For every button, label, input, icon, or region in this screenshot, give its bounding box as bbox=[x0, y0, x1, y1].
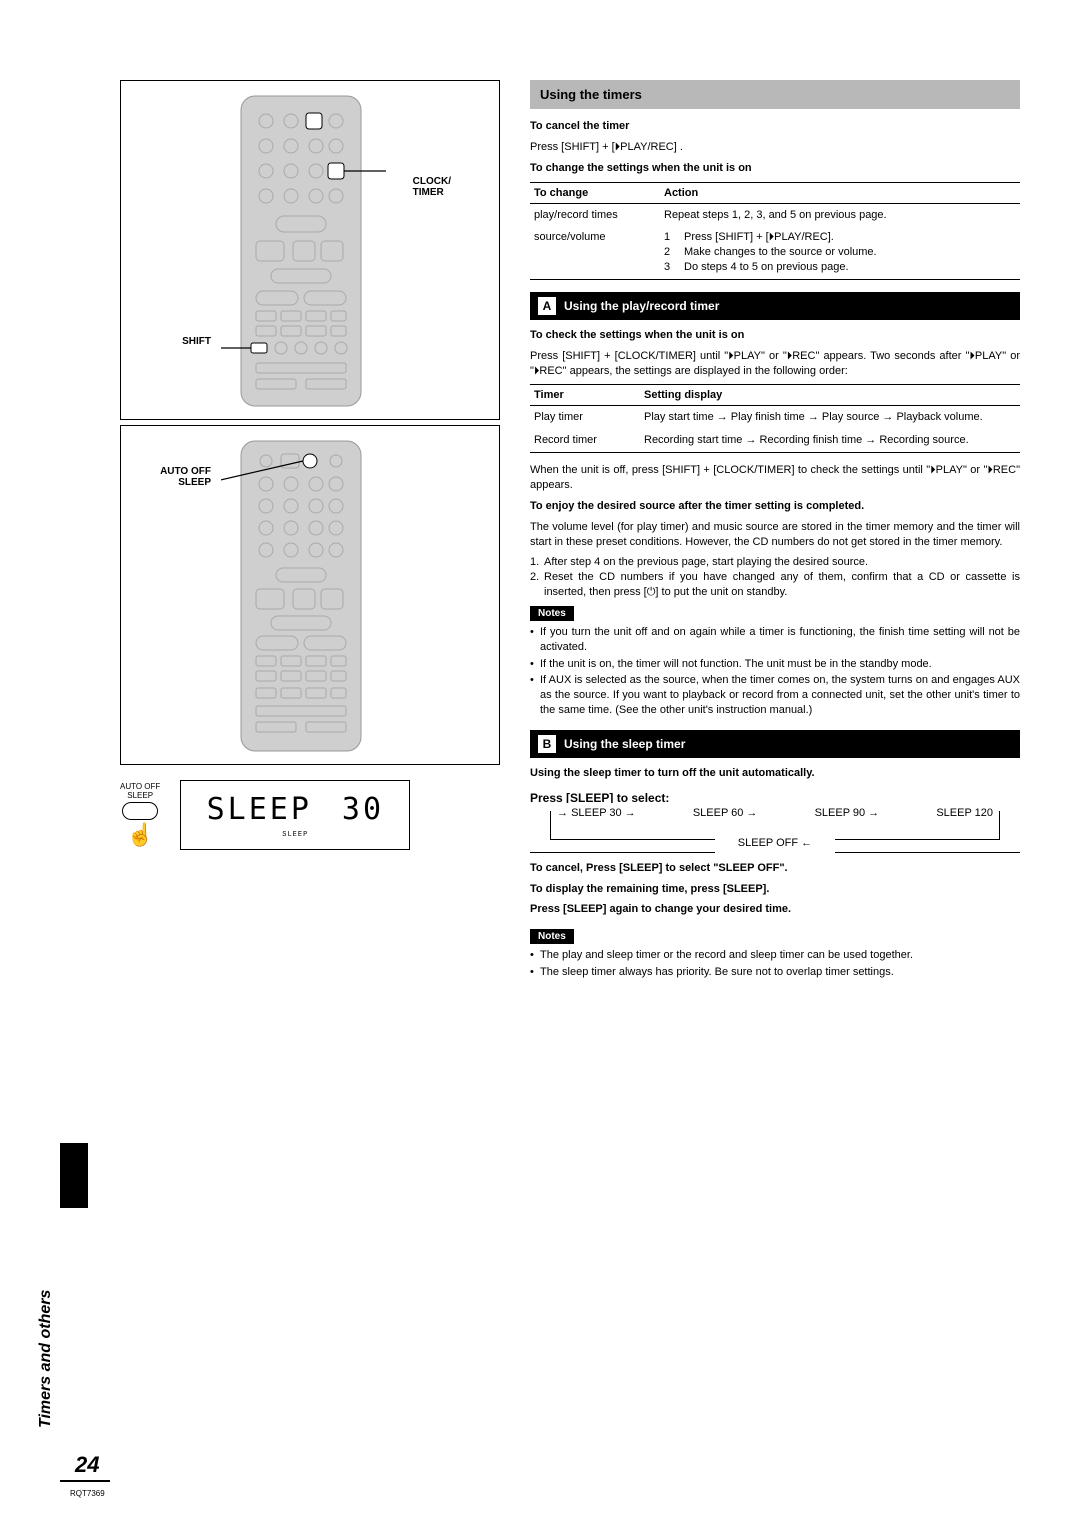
side-tab-label: Timers and others bbox=[37, 1290, 55, 1428]
cancel-text: Press [SHIFT] + [⏵PLAY/REC] . bbox=[530, 140, 1020, 155]
section-header-timers: Using the timers bbox=[530, 80, 1020, 109]
table2-r1c1: Play timer bbox=[530, 406, 640, 429]
remote-diagram-1: CLOCK/ TIMER SHIFT bbox=[120, 80, 500, 420]
table2-r1c2: Play start time → Play finish time → Pla… bbox=[640, 406, 1020, 429]
lcd-text-right: 30 bbox=[342, 792, 384, 827]
enjoy-steps: After step 4 on the previous page, start… bbox=[530, 555, 1020, 600]
sleep-footer-1: To cancel, Press [SLEEP] to select "SLEE… bbox=[530, 861, 1020, 876]
check-text: Press [SHIFT] + [CLOCK/TIMER] until "⏵PL… bbox=[530, 349, 1020, 379]
table1-r2c2: 1Press [SHIFT] + [⏵PLAY/REC]. 2Make chan… bbox=[660, 226, 1020, 279]
table1-r2c1: source/volume bbox=[530, 226, 660, 279]
sleep-cycle-diagram: → SLEEP 30 → SLEEP 60 → SLEEP 90 → SLEEP… bbox=[550, 811, 1000, 840]
side-bar-marker bbox=[60, 1143, 88, 1208]
page-number-line bbox=[60, 1480, 110, 1482]
table2-r2c1: Record timer bbox=[530, 429, 640, 452]
lcd-text-left: SLEEP bbox=[207, 792, 312, 827]
section-b-header: B Using the sleep timer bbox=[530, 730, 1020, 758]
sleep-footer-2: To display the remaining time, press [SL… bbox=[530, 882, 1020, 897]
section-b-letter: B bbox=[538, 735, 556, 753]
right-column: Using the timers To cancel the timer Pre… bbox=[530, 80, 1020, 982]
table2-r2c2: Recording start time → Recording finish … bbox=[640, 429, 1020, 452]
sleep-display-row: AUTO OFF SLEEP ☝ SLEEP 30 SLEEP bbox=[120, 780, 500, 850]
table1-h2: Action bbox=[660, 182, 1020, 203]
section-a-header: A Using the play/record timer bbox=[530, 292, 1020, 320]
sleep-button-diagram: AUTO OFF SLEEP ☝ bbox=[120, 782, 160, 848]
off-check-text: When the unit is off, press [SHIFT] + [C… bbox=[530, 463, 1020, 493]
notes-list-b: The play and sleep timer or the record a… bbox=[530, 948, 1020, 980]
table2-h1: Timer bbox=[530, 385, 640, 406]
cancel-heading: To cancel the timer bbox=[530, 119, 1020, 134]
hand-pointer-icon: ☝ bbox=[120, 822, 160, 848]
label-auto-off-sleep: AUTO OFF SLEEP bbox=[131, 466, 211, 488]
change-heading: To change the settings when the unit is … bbox=[530, 161, 1020, 176]
check-heading: To check the settings when the unit is o… bbox=[530, 328, 1020, 343]
notes-label-a: Notes bbox=[530, 606, 574, 621]
lcd-sub-text: SLEEP bbox=[282, 831, 308, 839]
notes-list-a: If you turn the unit off and on again wh… bbox=[530, 625, 1020, 718]
section-a-title: Using the play/record timer bbox=[564, 299, 719, 313]
lcd-display: SLEEP 30 SLEEP bbox=[180, 780, 410, 850]
sleep-footer-3: Press [SLEEP] again to change your desir… bbox=[530, 902, 1020, 917]
left-column: CLOCK/ TIMER SHIFT bbox=[120, 80, 500, 982]
label-shift: SHIFT bbox=[131, 336, 211, 347]
sleep-using-text: Using the sleep timer to turn off the un… bbox=[530, 766, 1020, 781]
change-table: To change Action play/record times Repea… bbox=[530, 182, 1020, 280]
section-b-title: Using the sleep timer bbox=[564, 737, 685, 751]
table2-h2: Setting display bbox=[640, 385, 1020, 406]
table1-h1: To change bbox=[530, 182, 660, 203]
enjoy-text: The volume level (for play timer) and mu… bbox=[530, 520, 1020, 550]
enjoy-heading: To enjoy the desired source after the ti… bbox=[530, 499, 1020, 514]
table1-r1c1: play/record times bbox=[530, 203, 660, 226]
section-a-letter: A bbox=[538, 297, 556, 315]
table1-r1c2: Repeat steps 1, 2, 3, and 5 on previous … bbox=[660, 203, 1020, 226]
remote-icon bbox=[221, 91, 401, 411]
remote-diagram-2: AUTO OFF SLEEP bbox=[120, 425, 500, 765]
timer-display-table: Timer Setting display Play timer Play st… bbox=[530, 384, 1020, 453]
page-number: 24 bbox=[75, 1452, 99, 1478]
label-clock-timer: CLOCK/ TIMER bbox=[413, 176, 451, 198]
document-code: RQT7369 bbox=[70, 1489, 105, 1498]
notes-label-b: Notes bbox=[530, 929, 574, 944]
remote-icon-2 bbox=[221, 436, 401, 756]
